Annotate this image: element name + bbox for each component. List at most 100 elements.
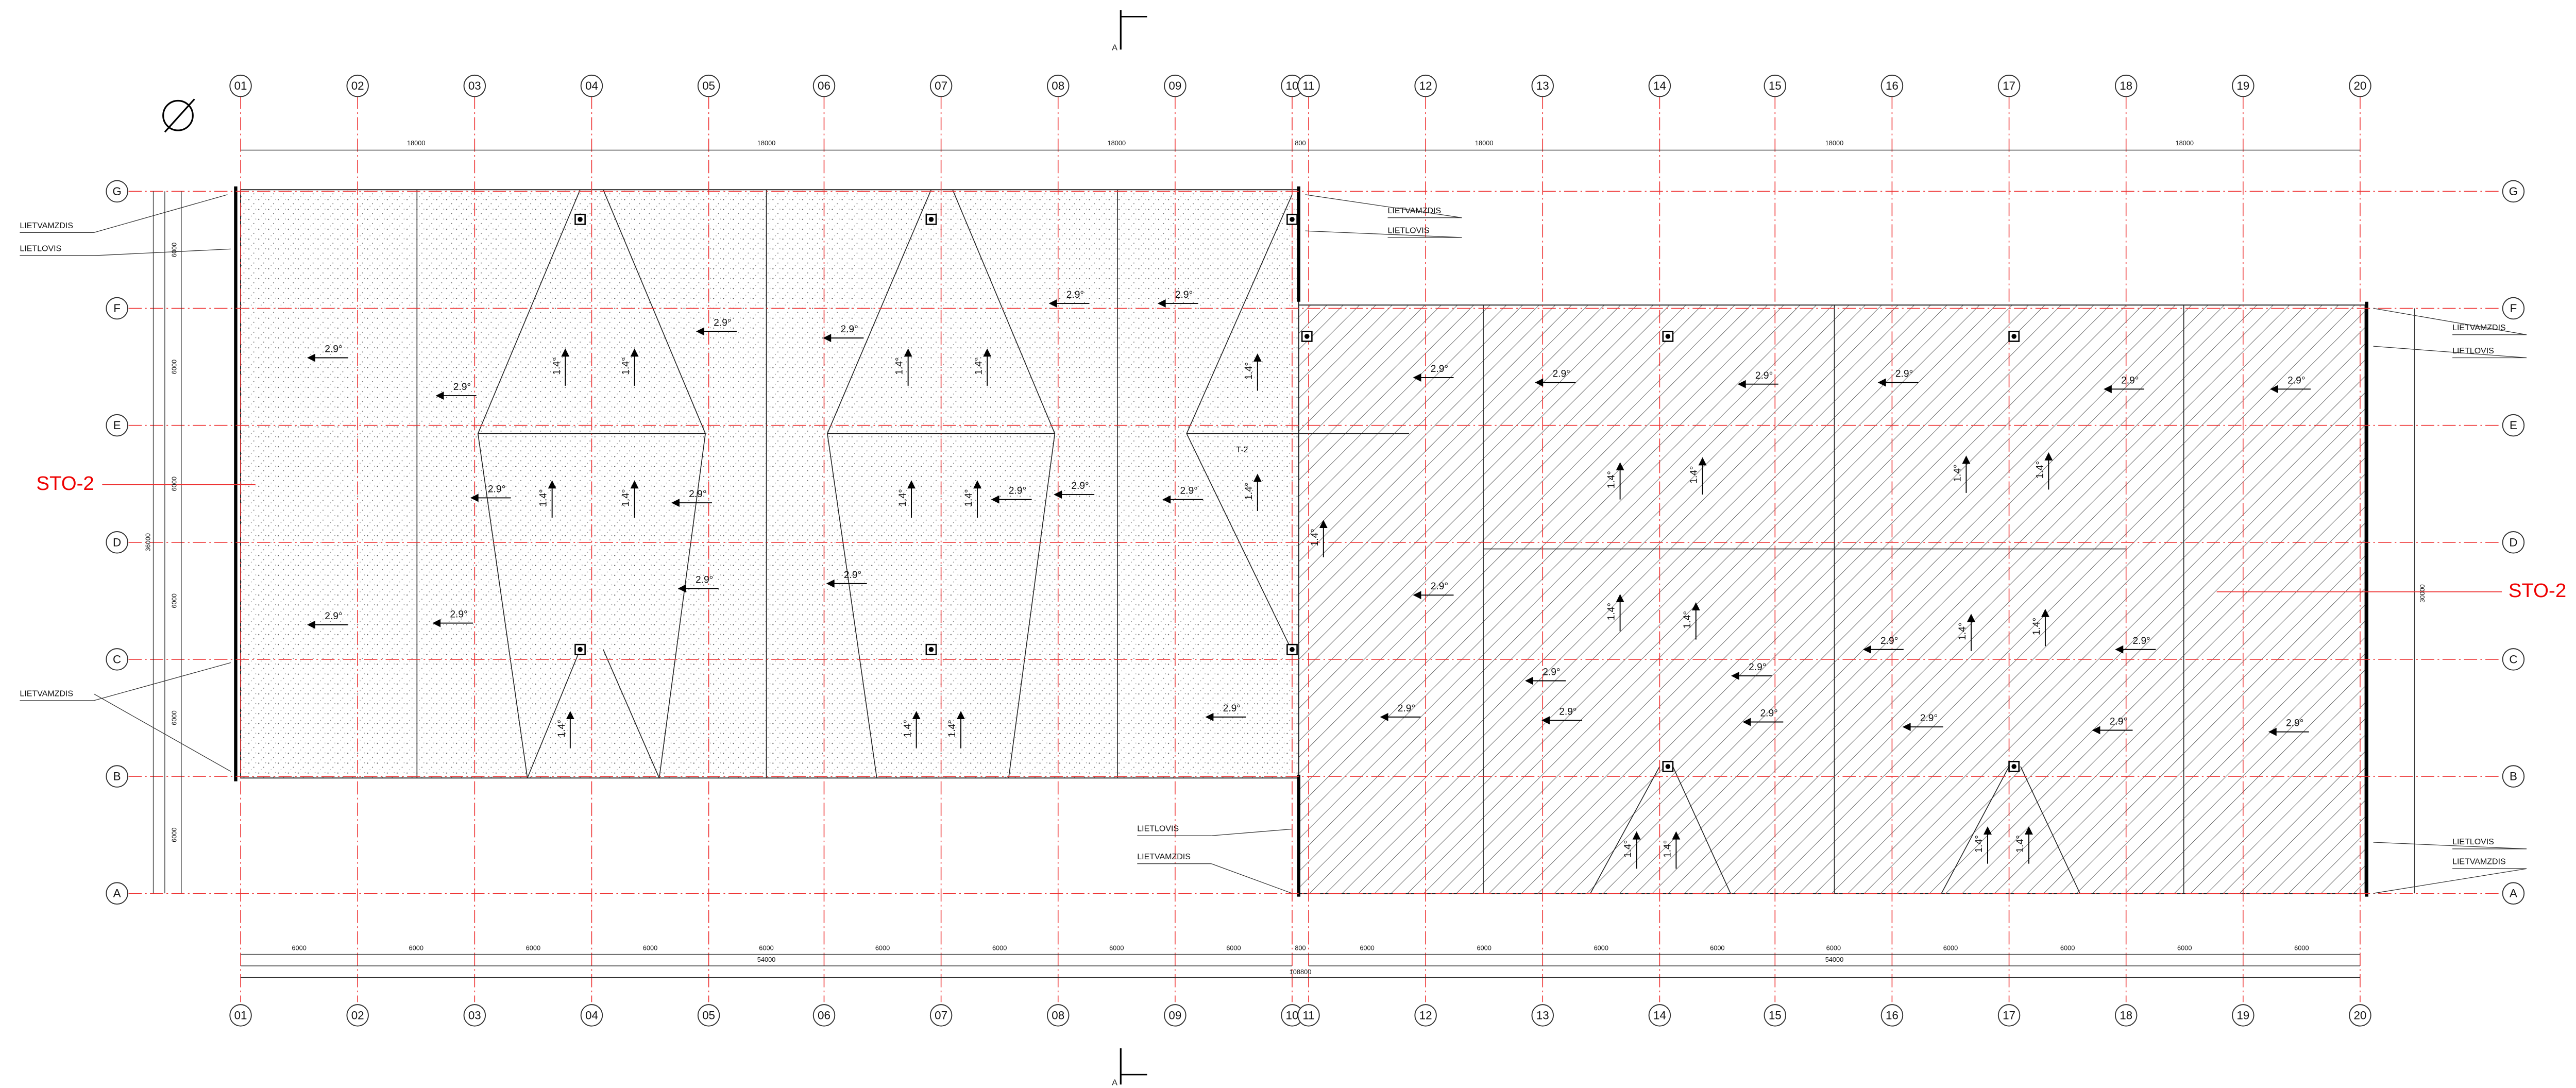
grid-bubble xyxy=(1648,74,1671,97)
grid-column-label: 17 xyxy=(2003,1009,2015,1022)
roof-drain-core xyxy=(578,217,583,222)
grid-bubble xyxy=(2232,74,2255,97)
grid-column-label: 19 xyxy=(2236,1009,2249,1022)
slope-label: 1.4° xyxy=(2015,835,2026,853)
slope-arrow xyxy=(1967,614,1975,651)
slope-arrow xyxy=(2270,385,2311,394)
grid-bubble xyxy=(2502,882,2525,905)
grid-bubble xyxy=(106,180,128,203)
roof-drain-core xyxy=(2011,334,2016,339)
slope-arrow xyxy=(1413,591,1454,600)
grid-column-label: 20 xyxy=(2353,1009,2366,1022)
callout: LIETLOVIS xyxy=(1388,226,1430,235)
slope-arrow xyxy=(2024,826,2033,864)
slope-arrow xyxy=(677,584,719,593)
grid-column-label: 02 xyxy=(351,1009,364,1022)
dimension: 6000 xyxy=(2294,944,2309,952)
slope-label: 2.9° xyxy=(2110,717,2127,727)
grid-column-label: 11 xyxy=(1302,1009,1314,1022)
slope-arrow xyxy=(1731,671,1772,680)
slope-label: 2.9° xyxy=(488,484,505,495)
slope-arrow xyxy=(1691,602,1700,640)
dimension: 6000 xyxy=(170,477,178,491)
slope-label: 2.9° xyxy=(1543,667,1560,678)
dimension-line xyxy=(1305,194,1462,218)
slope-label: 1.4° xyxy=(894,357,905,375)
slope-arrow xyxy=(470,494,511,502)
section-mark: A xyxy=(1112,1078,1117,1087)
slope-arrow xyxy=(1902,723,1943,732)
slope-label: 1.4° xyxy=(1682,611,1693,628)
grid-bubble xyxy=(463,1004,486,1027)
dimension-line xyxy=(2373,308,2527,335)
dimension: 6000 xyxy=(2060,944,2075,952)
slope-label: 2.9° xyxy=(696,574,713,585)
grid-column-label: 01 xyxy=(234,1009,247,1022)
grid-bubble xyxy=(106,765,128,788)
slope-arrow xyxy=(1632,831,1641,869)
labels: 01 01 02 02 03 03 04 04 05 05 06 06 07 07 08 08 09 09 10 10… xyxy=(20,43,2566,1087)
grid-column-label: 06 xyxy=(818,79,831,92)
dimension: 6000 xyxy=(1477,944,1491,952)
grid-bubble xyxy=(1297,1004,1320,1027)
grid-bubble xyxy=(1764,74,1787,97)
grid-bubble xyxy=(463,74,486,97)
roof-drain-core xyxy=(1290,647,1295,652)
slope-label: 1.4° xyxy=(621,357,632,375)
dimension-line xyxy=(1305,230,1462,238)
slope-label: 1.4° xyxy=(1244,482,1255,500)
grid-column-label: 10 xyxy=(1286,1009,1299,1022)
grid-bubble xyxy=(1531,1004,1554,1027)
grid-bubble xyxy=(1997,1004,2021,1027)
slope-arrow xyxy=(1742,718,1784,726)
grid-column-label: 12 xyxy=(1419,1009,1432,1022)
dimension: 6000 xyxy=(170,593,178,608)
dimension-line xyxy=(1211,828,1293,836)
dimension: 6000 xyxy=(759,944,773,952)
grid-bubble xyxy=(2349,1004,2371,1027)
slope-label: 1.4° xyxy=(551,357,562,375)
grid-bubble xyxy=(697,1004,720,1027)
grid-column-label: 14 xyxy=(1653,1009,1666,1022)
roof-drain-core xyxy=(1665,334,1671,339)
grid-bubble xyxy=(346,74,369,97)
grid-column-label: 20 xyxy=(2353,79,2366,92)
dimension: 6000 xyxy=(992,944,1007,952)
slope-arrow xyxy=(2044,452,2053,490)
slope-label: 2.9° xyxy=(1431,581,1448,592)
slope-arrow xyxy=(1054,490,1095,499)
dimension: 6000 xyxy=(1826,944,1841,952)
grid-column-label: 10 xyxy=(1286,79,1299,92)
slope-arrow xyxy=(1413,373,1454,382)
slope-label: 2.9° xyxy=(1180,486,1197,497)
grid-bubble xyxy=(106,648,128,671)
grid-column-label: 04 xyxy=(585,79,598,92)
grid-row-label: G xyxy=(2509,185,2518,198)
grid-bubble xyxy=(106,414,128,437)
roof-drain-core xyxy=(1290,217,1295,222)
dimension: 30000 xyxy=(2418,584,2426,603)
slope-arrow xyxy=(566,711,574,749)
dimension: 18000 xyxy=(1108,139,1126,147)
slope-arrow xyxy=(991,495,1032,504)
grid-bubble xyxy=(1164,74,1187,97)
dimension: 108800 xyxy=(1290,968,1312,976)
dimension: 6000 xyxy=(2177,944,2192,952)
grid-column-label: 09 xyxy=(1168,1009,1181,1022)
slope-label: 1.4° xyxy=(1244,362,1255,380)
slope-label: 2.9° xyxy=(2132,636,2150,647)
slope-label: 1.4° xyxy=(538,489,549,506)
slope-label: 2.9° xyxy=(2286,718,2303,729)
slope-arrow xyxy=(973,480,981,518)
grid-bubble xyxy=(2502,180,2525,203)
grid-column-label: 14 xyxy=(1653,79,1666,92)
slope-label: 2.9° xyxy=(2121,375,2139,386)
slope-label: 2.9° xyxy=(1431,364,1448,375)
section-mark: A xyxy=(1112,43,1117,52)
slope-label: 2.9° xyxy=(450,609,467,620)
slope-arrow xyxy=(1737,380,1778,388)
slope-label: 2.9° xyxy=(1552,369,1570,380)
grid-bubble xyxy=(1648,1004,1671,1027)
slope-label: 2.9° xyxy=(1066,290,1084,300)
